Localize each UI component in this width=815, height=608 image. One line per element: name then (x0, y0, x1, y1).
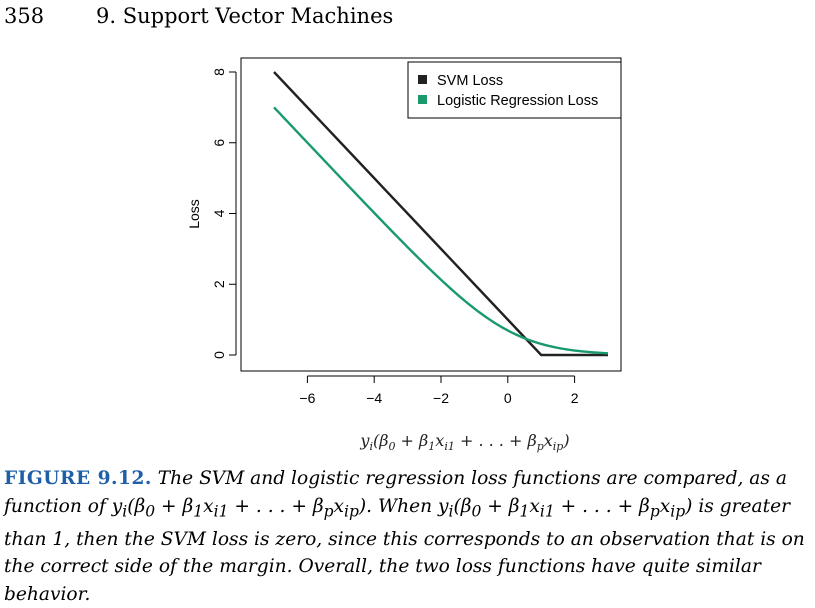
legend-label-logistic: Logistic Regression Loss (437, 93, 598, 109)
caption-text-2: . When (366, 495, 438, 517)
y-tick-label: 0 (211, 351, 227, 359)
y-axis-label: Loss (186, 199, 202, 229)
page-number: 358 (4, 4, 45, 28)
y-tick-label: 2 (211, 280, 227, 288)
y-tick-label: 4 (211, 209, 227, 217)
caption-formula-1: yi(β0 + β1xi1 + . . . + βpxip) (111, 495, 367, 521)
y-tick-label: 8 (211, 68, 227, 76)
x-tick-label: −4 (366, 390, 382, 406)
legend: SVM Loss Logistic Regression Loss (407, 61, 622, 119)
x-axis: −6 −4 −2 0 2 (299, 375, 579, 406)
y-tick-label: 6 (211, 139, 227, 147)
y-axis: 0 2 4 6 8 (211, 68, 237, 359)
x-axis-label: yi(β0 + β1xi1 + . . . + βpxip) (359, 431, 569, 453)
caption-text-1: The SVM and logistic regression loss fun… (4, 468, 787, 517)
loss-chart: −6 −4 −2 0 2 0 2 4 6 8 SVM Loss Logistic Regress… (186, 57, 622, 453)
caption-text-3: is greater than 1, then the SVM loss is … (4, 495, 805, 605)
x-tick-label: −6 (299, 390, 315, 406)
figure-caption: FIGURE 9.12. The SVM and logistic regres… (4, 465, 810, 608)
legend-swatch-svm (418, 75, 427, 84)
plot-box (240, 57, 622, 372)
series-layer (273, 71, 609, 357)
series-line-logistic (273, 106, 609, 355)
caption-formula-2: yi(β0 + β1xi1 + . . . + βpxip) (437, 495, 693, 521)
x-tick-label: 2 (571, 390, 579, 406)
legend-label-svm: SVM Loss (437, 73, 503, 89)
figure-label: FIGURE 9.12. (4, 468, 152, 489)
x-tick-label: −2 (433, 390, 449, 406)
chapter-title: 9. Support Vector Machines (96, 4, 394, 28)
legend-swatch-logistic (418, 95, 427, 104)
legend-box (407, 61, 622, 119)
x-tick-label: 0 (504, 390, 512, 406)
series-line-svm (273, 71, 608, 357)
